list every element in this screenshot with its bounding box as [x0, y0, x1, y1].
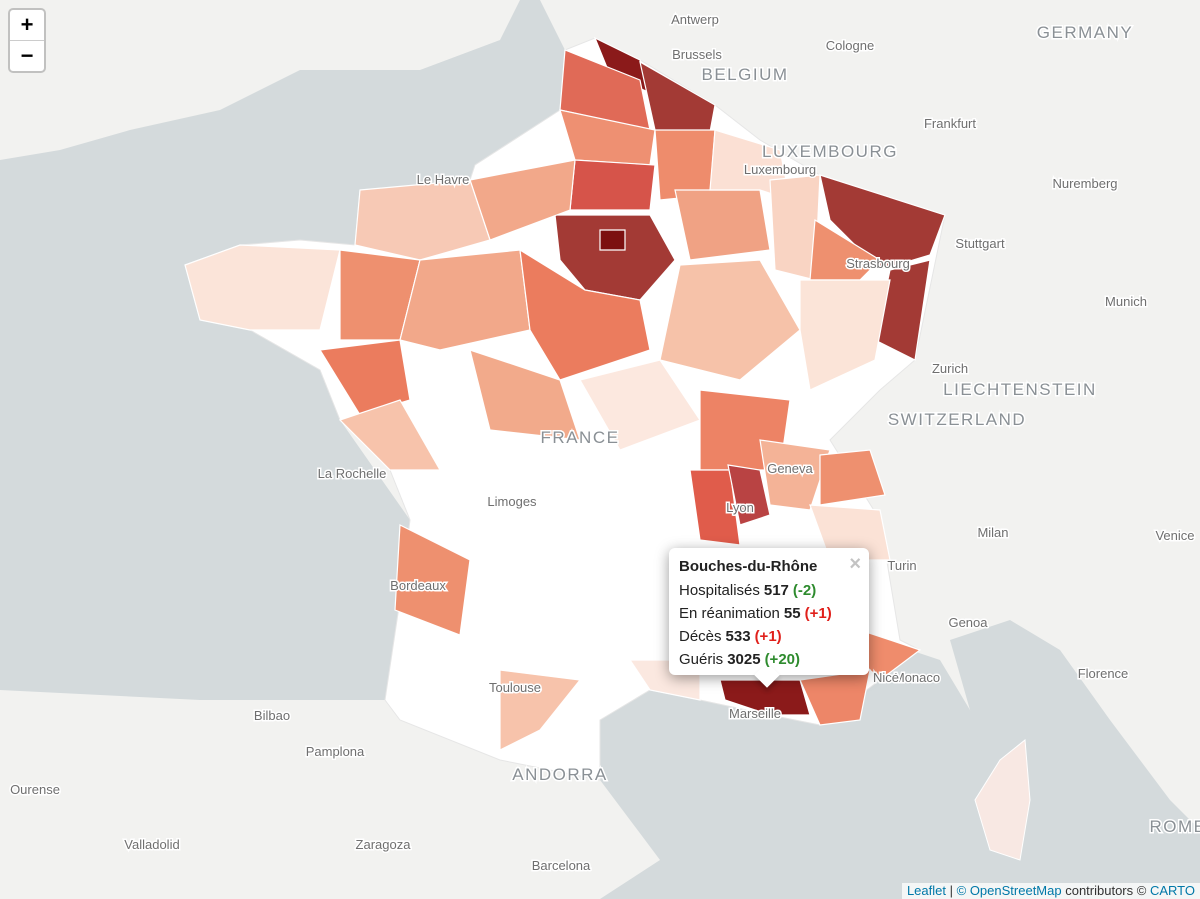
row-label: Guéris — [679, 651, 724, 668]
attribution-text: contributors © — [1065, 883, 1147, 898]
popup-row: Hospitalisés 517 (-2) — [679, 582, 816, 599]
row-label: Hospitalisés — [679, 582, 760, 599]
labels: GERMANY BELGIUM LUXEMBOURG LIECHTENSTEIN… — [9, 11, 1200, 875]
row-value: 3025 — [727, 651, 761, 668]
department — [499, 669, 582, 751]
country-label: LIECHTENSTEIN — [943, 380, 1097, 399]
country-label: ANDORRA — [512, 765, 608, 784]
popup-row: En réanimation 55 (+1) — [679, 605, 832, 622]
department — [659, 259, 801, 381]
city-label: Turin — [887, 558, 916, 573]
city-label: Bordeaux — [390, 578, 446, 593]
department — [674, 189, 771, 261]
city-label: Antwerp — [671, 12, 719, 27]
department — [469, 349, 581, 441]
department — [799, 279, 891, 391]
department — [599, 229, 626, 251]
city-label: Venice — [1155, 528, 1194, 543]
osm-link[interactable]: © OpenStreetMap — [956, 883, 1062, 898]
popup-title: Bouches-du-Rhône — [679, 558, 818, 575]
city-label: Marseille — [729, 706, 781, 721]
city-label: Valladolid — [124, 837, 179, 852]
department — [819, 174, 946, 271]
department — [569, 159, 656, 211]
popup-close[interactable]: × — [849, 553, 861, 575]
city-label: Geneva — [767, 461, 813, 476]
city-label: Ourense — [10, 782, 60, 797]
department — [719, 679, 811, 716]
city-label: Genoa — [948, 615, 988, 630]
row-change: (+20) — [764, 651, 800, 668]
land-england — [0, 0, 520, 160]
leaflet-link[interactable]: Leaflet — [906, 883, 946, 898]
country-label: GERMANY — [1037, 23, 1133, 42]
country-label: BELGIUM — [701, 65, 788, 84]
department — [319, 339, 411, 416]
row-value: 55 — [783, 605, 801, 622]
row-label: Décès — [679, 628, 722, 645]
row-change: (-2) — [792, 582, 817, 599]
department — [338, 399, 442, 471]
zoom-control: + − — [8, 8, 46, 73]
zoom-out-button[interactable]: − — [20, 43, 34, 68]
city-label: Brussels — [672, 47, 722, 62]
country-label: SWITZERLAND — [888, 410, 1026, 429]
city-label: Nice — [873, 670, 899, 685]
city-label: Milan — [977, 525, 1008, 540]
department — [184, 244, 341, 331]
city-label: Le Havre — [417, 172, 470, 187]
city-label: Limoges — [487, 494, 537, 509]
city-label: Barcelona — [532, 858, 591, 873]
city-label: Monaco — [894, 670, 940, 685]
department — [759, 439, 831, 511]
department — [394, 524, 471, 636]
attribution-separator: | — [949, 883, 953, 898]
city-label: Zurich — [932, 361, 968, 376]
city-label: Stuttgart — [955, 236, 1005, 251]
country-label: ROME — [1150, 817, 1200, 836]
row-value: 517 — [763, 582, 789, 599]
row-change: (+1) — [804, 605, 832, 622]
attribution: Leaflet | © OpenStreetMap contributors ©… — [901, 883, 1200, 899]
city-label: Nuremberg — [1052, 176, 1117, 191]
city-label: La Rochelle — [318, 466, 387, 481]
city-label: Bilbao — [254, 708, 290, 723]
city-label: Strasbourg — [846, 256, 910, 271]
corsica — [974, 739, 1031, 861]
city-label: Luxembourg — [744, 162, 816, 177]
city-label: Toulouse — [489, 680, 541, 695]
country-label: FRANCE — [541, 428, 620, 447]
row-change: (+1) — [754, 628, 782, 645]
carto-link[interactable]: CARTO — [1149, 883, 1195, 898]
city-label: Florence — [1078, 666, 1129, 681]
department — [727, 464, 771, 526]
popup-row: Décès 533 (+1) — [679, 628, 782, 645]
row-value: 533 — [725, 628, 751, 645]
popup-row: Guéris 3025 (+20) — [679, 651, 800, 668]
city-label: Pamplona — [306, 744, 365, 759]
zoom-in-button[interactable]: + — [10, 10, 44, 41]
department — [819, 449, 886, 506]
popup: Bouches-du-Rhône × Hospitalisés 517 (-2) En… — [669, 548, 869, 688]
city-label: Zaragoza — [356, 837, 412, 852]
city-label: Frankfurt — [924, 116, 976, 131]
departments — [184, 36, 946, 751]
department — [399, 249, 531, 351]
department — [519, 248, 651, 381]
city-label: Munich — [1105, 294, 1147, 309]
department — [689, 469, 741, 546]
row-label: En réanimation — [679, 605, 780, 622]
department — [354, 179, 491, 261]
department — [809, 504, 891, 561]
country-label: LUXEMBOURG — [762, 142, 898, 161]
city-label: Cologne — [826, 38, 874, 53]
city-label: Lyon — [726, 500, 754, 515]
